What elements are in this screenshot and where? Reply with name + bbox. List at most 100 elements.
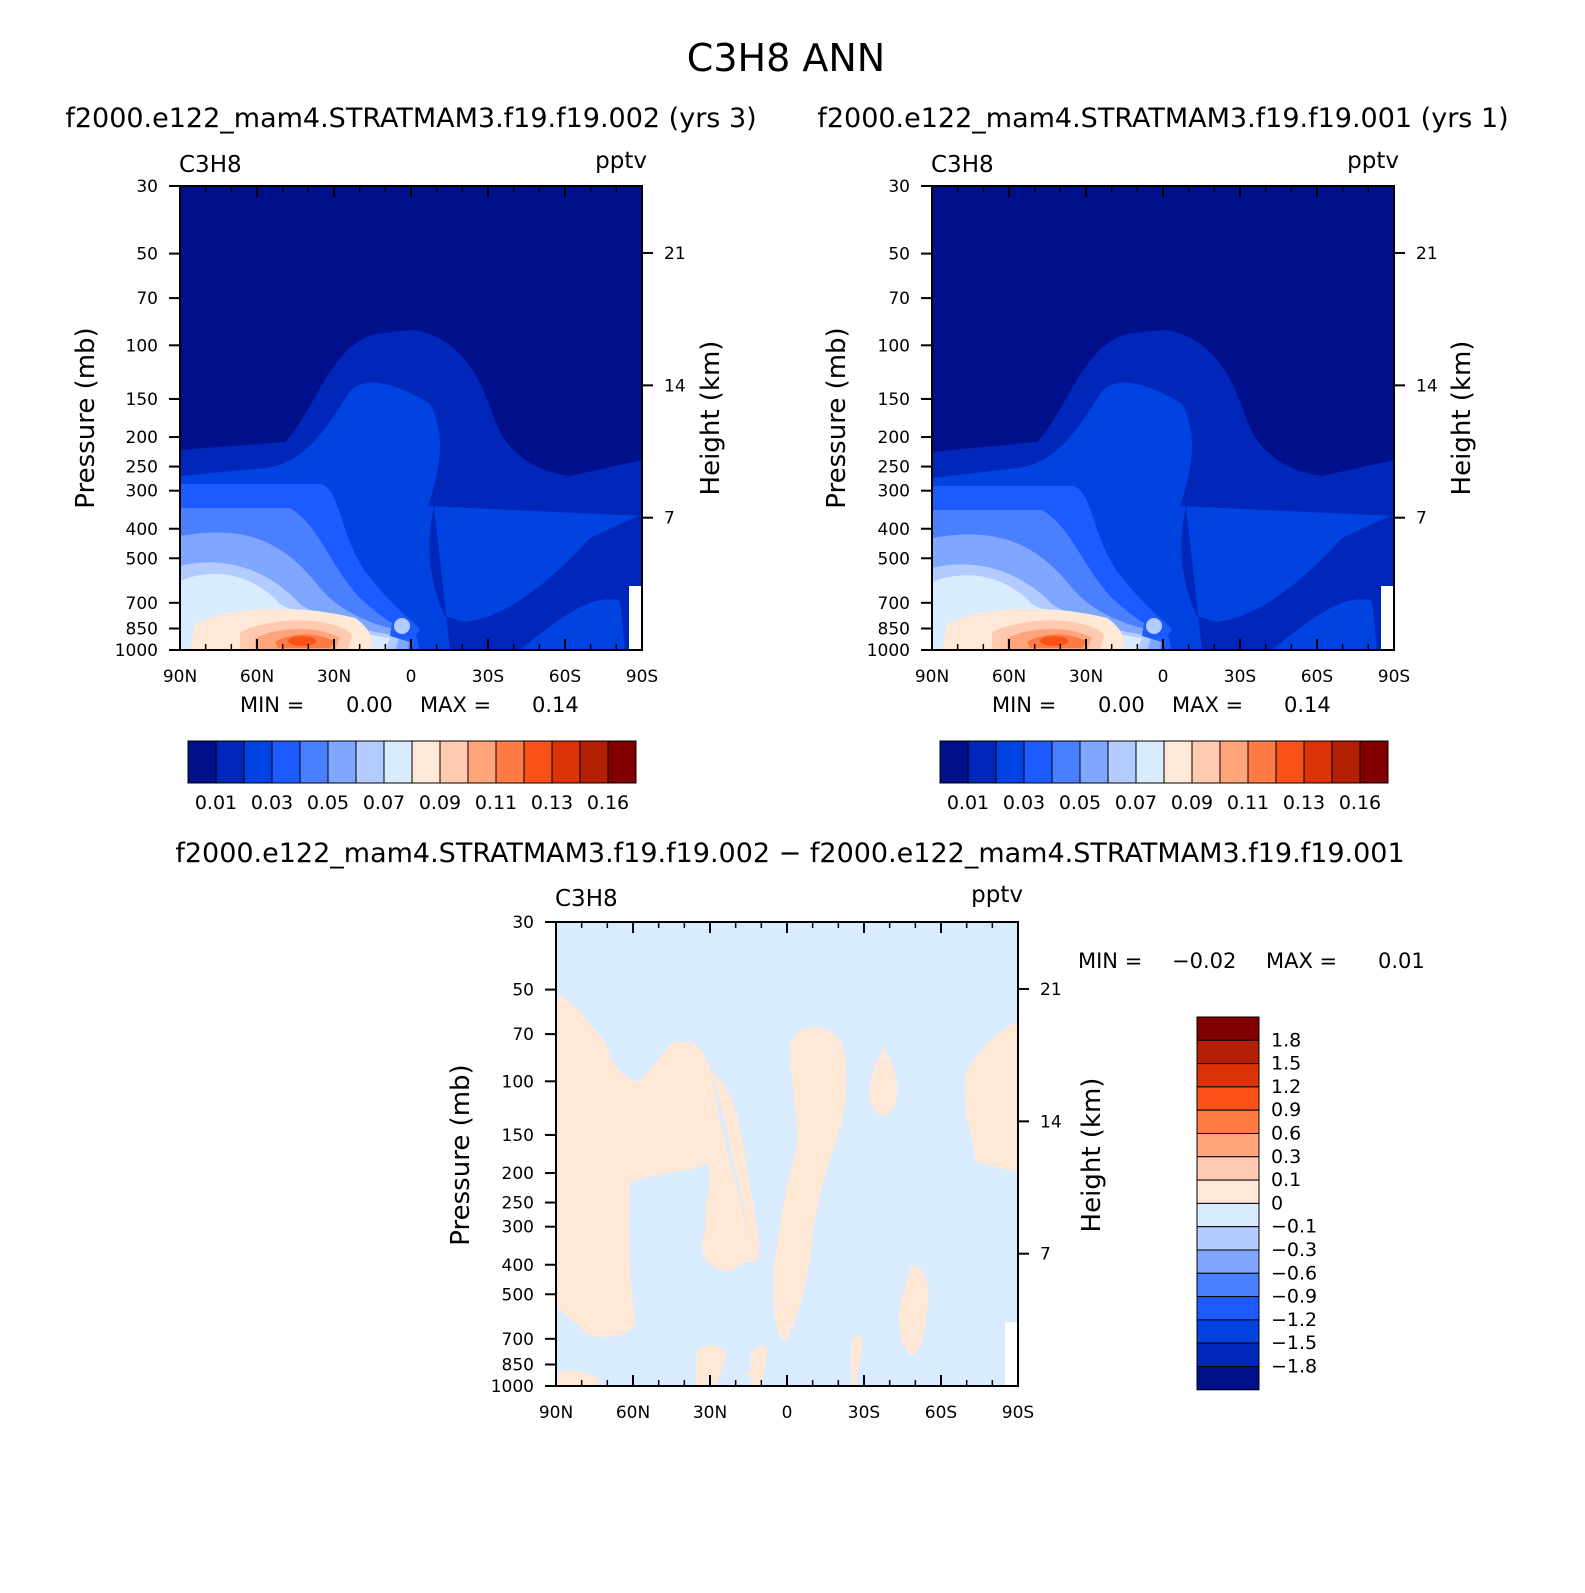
x-axis-ticks: 90N 60N 30N 0 30S 60S 90S [163,186,658,687]
panel-right-label: pptv [1347,148,1399,174]
y-tick-label: 70 [512,1025,534,1045]
colorbar-swatch [1135,740,1165,784]
colorbar-swatch [1196,1156,1260,1181]
y-tick-label: 400 [126,520,158,540]
contour-plot [932,186,1394,650]
colorbar-swatch [1196,1179,1260,1204]
colorbar-swatch [1247,740,1277,784]
min-label: MIN = [992,693,1056,717]
y-tick-label: 850 [878,619,910,639]
colorbar-label: 0.07 [363,792,405,814]
x-axis-ticks: 90N 60N 30N 0 30S 60S 90S [539,922,1034,1423]
y-tick-label: 300 [126,482,158,502]
colorbar-swatch [187,740,217,784]
y-tick-label: 200 [126,428,158,448]
x-tick-label: 90N [915,667,949,687]
colorbar-swatch [1196,1272,1260,1298]
colorbar-swatch [1079,740,1109,784]
y-tick-label: 30 [888,177,910,197]
contour-fill-level-13 [1040,636,1068,646]
x-tick-label: 90S [1002,1403,1034,1423]
y-tick-label: 850 [502,1355,534,1375]
contour-fill-positive-k [556,1370,601,1386]
contour-fill-positive-e [696,1345,726,1386]
colorbar-swatch [607,740,637,784]
x-tick-label: 0 [406,667,417,687]
x-tick-label: 0 [1158,667,1169,687]
max-label: MAX = [420,693,491,717]
colorbar-swatch [551,740,581,784]
y-tick-label: 1000 [491,1377,534,1397]
contour-fill-positive-c [773,1027,847,1342]
contour-fill-positive-i [851,1335,863,1386]
y-tick-label: 30 [512,913,534,933]
x-tick-label: 60S [1301,667,1333,687]
colorbar-swatch [383,740,413,784]
colorbar-swatch [1196,1226,1260,1251]
colorbar-label: 0.16 [1339,792,1381,814]
y-tick-label: 300 [878,482,910,502]
panel-diff: f2000.e122_mam4.STRATMAM3.f19.f19.002 − … [175,838,1424,1423]
y-tick-label: 250 [126,458,158,478]
colorbar-swatch [1331,740,1361,784]
panel-right-label: pptv [971,882,1023,908]
x-tick-label: 30S [1224,667,1256,687]
x-tick-label: 60S [925,1403,957,1423]
x-tick-label: 90N [539,1403,573,1423]
y-tick-label: 850 [126,619,158,639]
x-tick-label: 90S [626,667,658,687]
y-tick-label: 700 [502,1330,534,1350]
colorbar-label: 1.8 [1271,1029,1301,1051]
colorbar-label: 1.5 [1271,1053,1301,1075]
y-tick-label: 400 [502,1256,534,1276]
x-tick-label: 30N [693,1403,727,1423]
colorbar-label: 0.9 [1271,1099,1301,1121]
colorbar-swatch [1196,1249,1260,1274]
colorbar-swatch [523,740,553,784]
colorbar-label: 0.09 [419,792,461,814]
contour-fill-level-13 [288,636,316,646]
y-tick-label: 150 [502,1126,534,1146]
panel-subtitle: f2000.e122_mam4.STRATMAM3.f19.f19.002 − … [175,838,1404,869]
colorbar-label: 0.11 [1227,792,1269,814]
y-tick-label: 250 [878,458,910,478]
contour-plot [556,922,1018,1386]
colorbar-swatch [1163,740,1193,784]
y2-tick-label: 7 [1416,509,1427,529]
colorbar-label: −1.5 [1271,1332,1317,1354]
contour-fill-positive-j [964,1022,1018,1172]
y2-tick-label: 14 [664,376,686,396]
y2-axis-label: Height (km) [1077,1078,1107,1233]
y-tick-label: 500 [502,1285,534,1305]
y-tick-label: 50 [888,245,910,265]
colorbar-swatch [243,740,273,784]
colorbar-swatch [1107,740,1137,784]
x-tick-label: 0 [782,1403,793,1423]
y-tick-label: 150 [878,390,910,410]
y2-axis-label: Height (km) [1447,341,1477,496]
contour-fill-positive-b [711,1072,760,1262]
y-tick-label: 1000 [867,641,910,661]
x-tick-label: 60N [616,1403,650,1423]
colorbar-swatch [1196,1109,1260,1134]
colorbar-swatch [967,740,997,784]
colorbar-swatch [1303,740,1333,784]
colorbar: 1.81.51.20.90.60.30.10−0.1−0.3−0.6−0.9−1… [1196,1016,1317,1391]
colorbar-swatch [495,740,525,784]
colorbar-swatch [1196,1133,1260,1158]
y-tick-label: 70 [136,289,158,309]
y-tick-label: 1000 [115,641,158,661]
colorbar-label: 0.01 [195,792,237,814]
colorbar-label: 0.3 [1271,1146,1301,1168]
min-label: MIN = [240,693,304,717]
x-tick-label: 30N [1069,667,1103,687]
y-tick-label: 200 [502,1164,534,1184]
x-tick-label: 60N [992,667,1026,687]
max-label: MAX = [1266,949,1337,973]
colorbar-swatch [1196,1063,1260,1088]
y2-tick-label: 14 [1416,376,1438,396]
y-tick-label: 400 [878,520,910,540]
missing-data-edge [1005,1322,1018,1386]
colorbar-swatch [271,740,301,784]
